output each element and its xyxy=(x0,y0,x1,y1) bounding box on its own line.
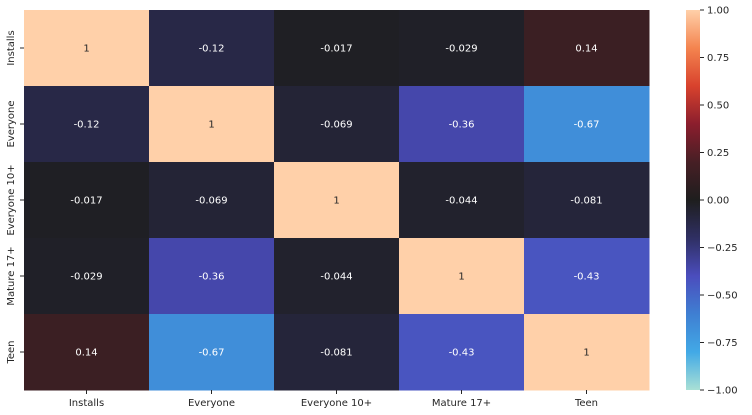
cell-value-label: -0.017 xyxy=(320,44,352,55)
heatmap-cell xyxy=(399,162,525,239)
cell-value-label: -0.069 xyxy=(195,196,227,207)
cell-value-label: 0.14 xyxy=(575,44,597,55)
cell-value-label: -0.12 xyxy=(199,44,225,55)
heatmap-cell xyxy=(274,10,400,87)
heatmap-cell xyxy=(149,238,275,315)
heatmap-cell xyxy=(524,10,650,87)
heatmap-cell xyxy=(24,238,150,315)
cell-value-label: -0.67 xyxy=(574,120,600,131)
cell-value-label: 1 xyxy=(208,120,214,131)
cell-value-label: 1 xyxy=(583,348,589,359)
y-tick-label: Teen xyxy=(6,340,17,364)
cell-value-label: 1 xyxy=(458,272,464,283)
heatmap-cell xyxy=(149,314,275,391)
colorbar-tick-label: 0.25 xyxy=(707,148,729,159)
heatmap-cell xyxy=(274,314,400,391)
heatmap-cell xyxy=(24,10,150,87)
cell-value-label: -0.044 xyxy=(320,272,352,283)
y-tick-label: Everyone xyxy=(6,100,17,147)
cell-value-label: -0.029 xyxy=(70,272,102,283)
colorbar-tick-label: 0.50 xyxy=(707,101,729,112)
cell-value-label: -0.36 xyxy=(199,272,225,283)
heatmap-cell xyxy=(274,86,400,163)
cell-value-label: -0.43 xyxy=(449,348,475,359)
colorbar-tick-label: 0.75 xyxy=(707,53,729,64)
y-tick-label: Installs xyxy=(6,30,17,65)
heatmap-cell xyxy=(149,86,275,163)
cell-value-label: -0.069 xyxy=(320,120,352,131)
heatmap-cell xyxy=(399,86,525,163)
heatmap-cell xyxy=(149,162,275,239)
heatmap-cell xyxy=(399,238,525,315)
cell-value-label: -0.081 xyxy=(320,348,352,359)
colorbar-tick-label: −0.50 xyxy=(707,291,738,302)
cell-value-label: -0.12 xyxy=(74,120,100,131)
cell-value-label: -0.081 xyxy=(570,196,602,207)
cell-value-label: 1 xyxy=(83,44,89,55)
heatmap-cell xyxy=(399,314,525,391)
x-tick-label: Everyone 10+ xyxy=(301,398,372,409)
y-tick-label: Mature 17+ xyxy=(6,246,17,305)
cell-value-label: -0.029 xyxy=(445,44,477,55)
heatmap-cell xyxy=(24,162,150,239)
colorbar-tick-label: 0.00 xyxy=(707,196,729,207)
cell-value-label: -0.044 xyxy=(445,196,477,207)
y-axis: Installs Everyone Everyone 10+ Mature 17+ Te… xyxy=(6,30,24,365)
heatmap-cell xyxy=(524,238,650,315)
colorbar: 1.00 0.75 0.50 0.25 0.00 −0.25 −0.50 −0.75 −1.00 xyxy=(686,6,738,397)
x-tick-label: Teen xyxy=(574,398,598,409)
heatmap-cell xyxy=(399,10,525,87)
heatmap-cell xyxy=(524,86,650,163)
heatmap-cell-labels: 1 -0.12 -0.017 -0.029 0.14 -0.12 1 -0.069 -0.36 -… xyxy=(70,44,602,359)
heatmap-cell xyxy=(524,162,650,239)
cell-value-label: -0.017 xyxy=(70,196,102,207)
colorbar-tick-label: −0.25 xyxy=(707,243,738,254)
colorbar-gradient xyxy=(686,10,700,390)
heatmap-cell xyxy=(24,86,150,163)
cell-value-label: -0.67 xyxy=(199,348,225,359)
x-tick-label: Mature 17+ xyxy=(432,398,491,409)
x-tick-label: Everyone xyxy=(188,398,235,409)
cell-value-label: 1 xyxy=(333,196,339,207)
y-tick-label: Everyone 10+ xyxy=(6,164,17,235)
heatmap-cell xyxy=(24,314,150,391)
cell-value-label: 0.14 xyxy=(75,348,97,359)
heatmap-cell xyxy=(274,162,400,239)
colorbar-tick-label: 1.00 xyxy=(707,6,729,17)
colorbar-tick-label: −1.00 xyxy=(707,386,738,397)
cell-value-label: -0.43 xyxy=(574,272,600,283)
heatmap-cell xyxy=(524,314,650,391)
heatmap-cell xyxy=(274,238,400,315)
x-tick-label: Installs xyxy=(69,398,104,409)
heatmap-cells xyxy=(24,10,650,391)
heatmap-cell xyxy=(149,10,275,87)
colorbar-tick-label: −0.75 xyxy=(707,338,738,349)
x-axis: Installs Everyone Everyone 10+ Mature 17+ Te… xyxy=(69,390,598,409)
cell-value-label: -0.36 xyxy=(449,120,475,131)
